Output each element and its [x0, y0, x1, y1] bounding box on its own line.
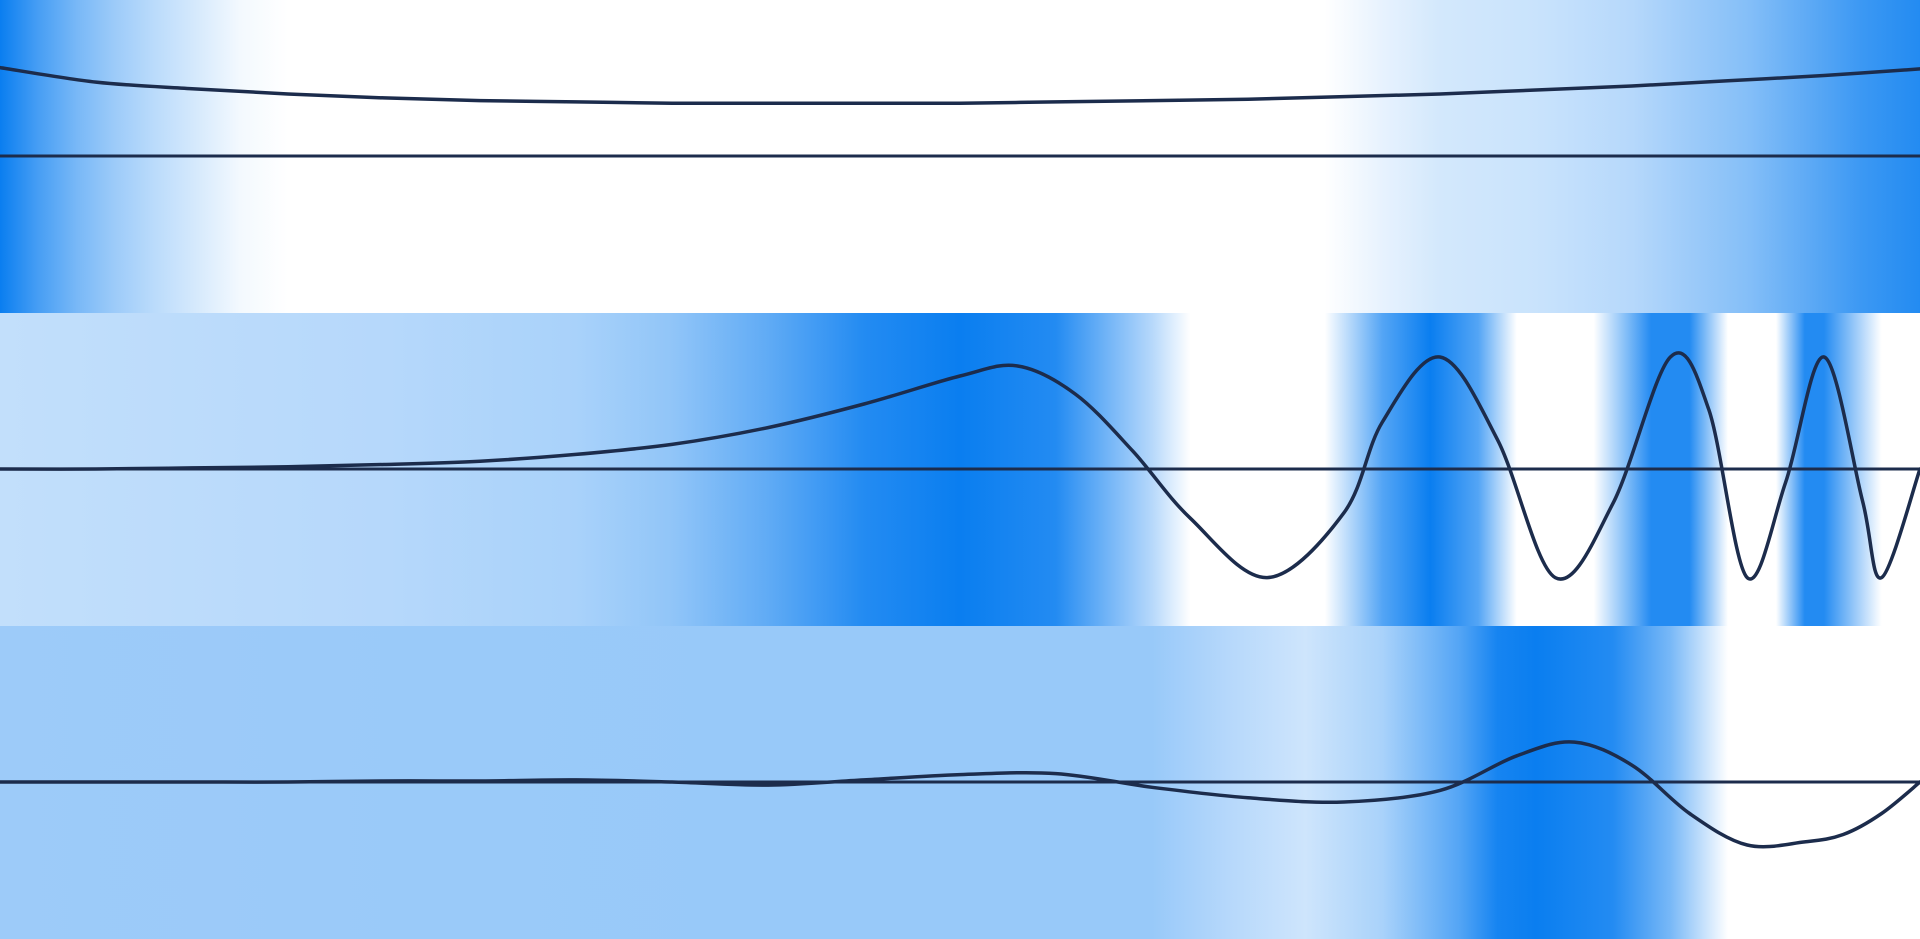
series-line-top — [0, 65, 1920, 106]
panel-middle — [0, 313, 1920, 626]
series-line-bottom — [0, 740, 1920, 849]
panel-bottom — [0, 626, 1920, 939]
panel-top — [0, 0, 1920, 313]
series-line-middle — [0, 351, 1920, 581]
